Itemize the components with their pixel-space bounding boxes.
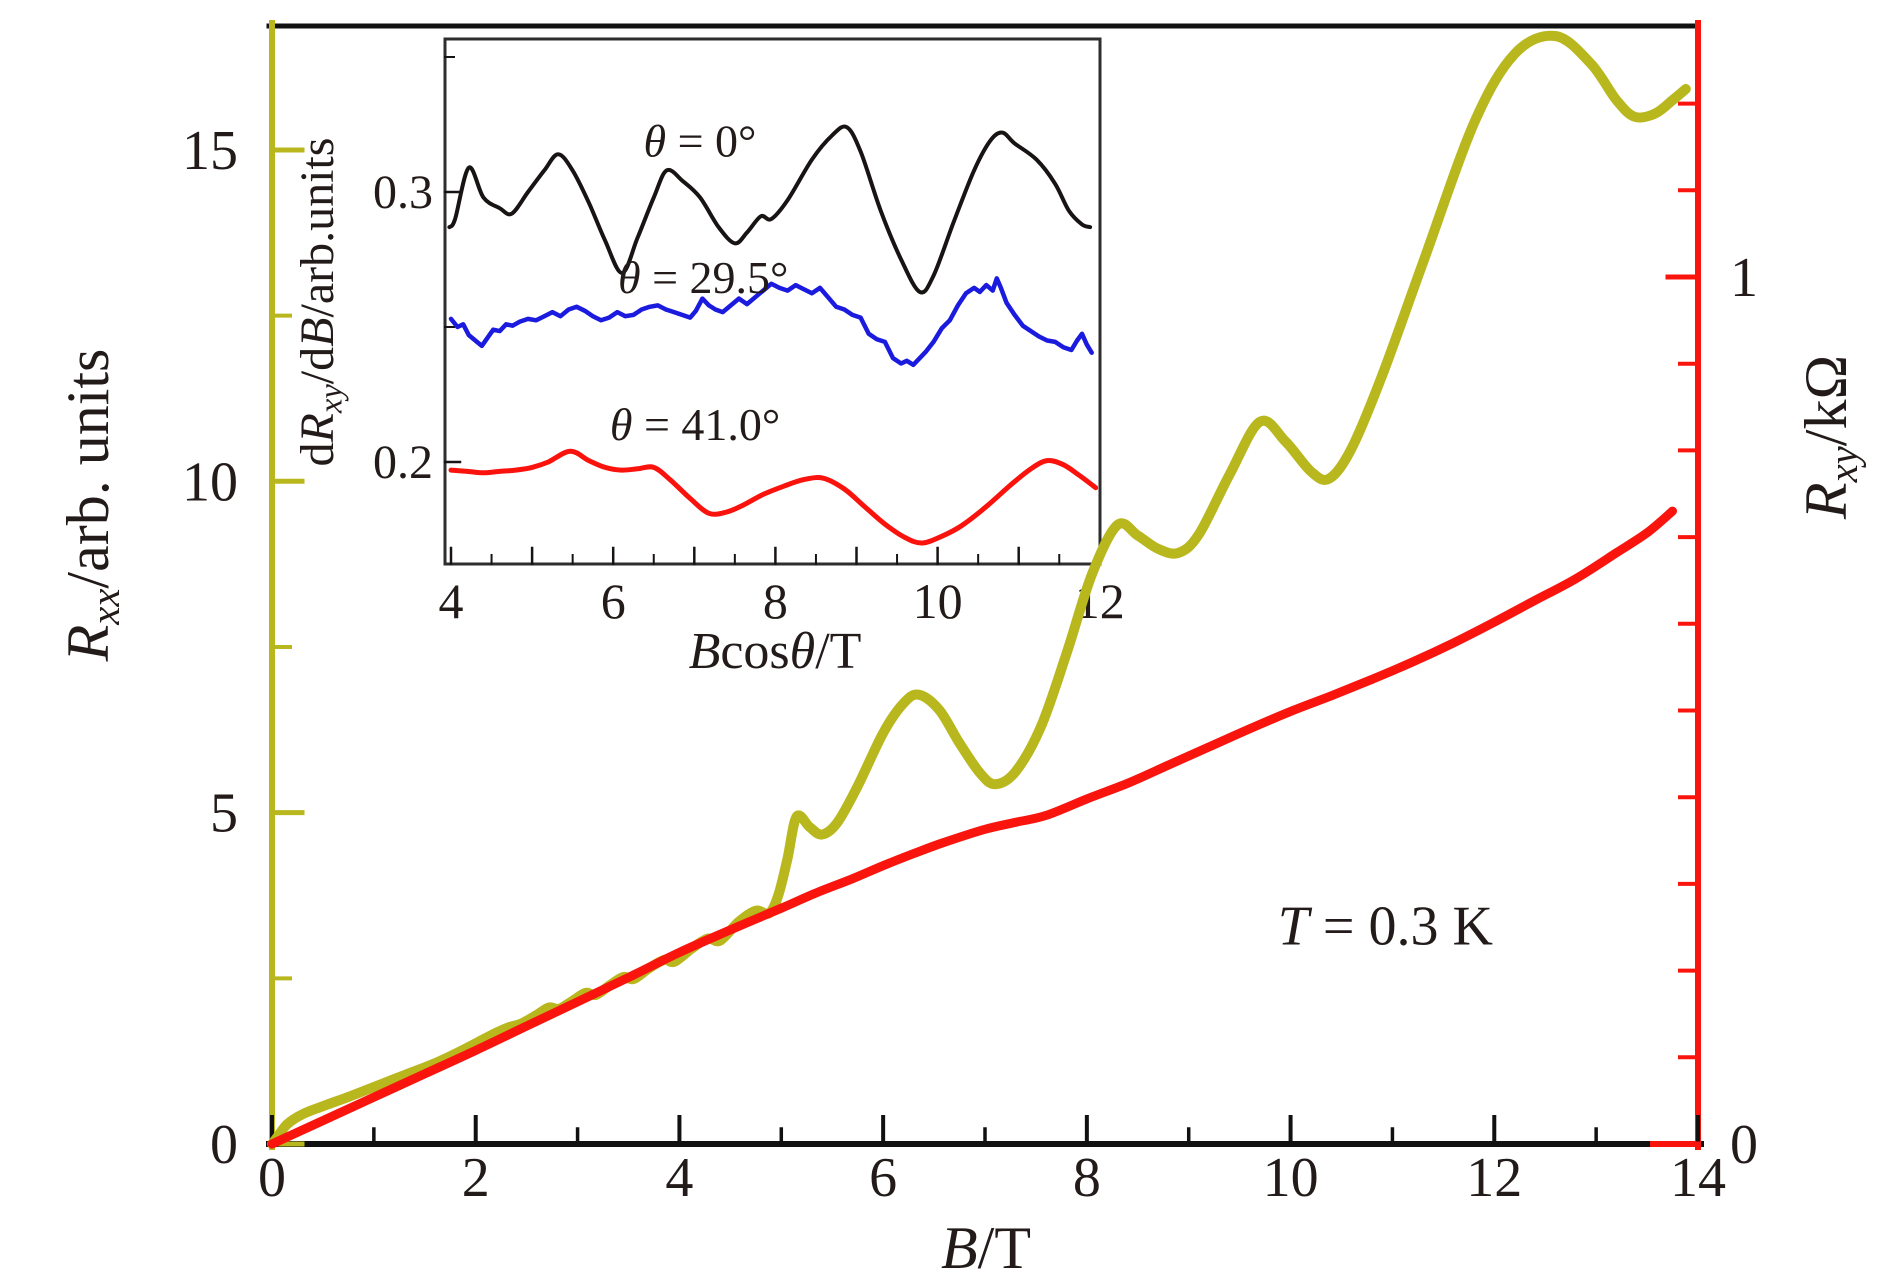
inset-curve-label-theta-29-5: θ = 29.5° [618, 252, 788, 303]
inset-x-tick-label: 4 [439, 573, 464, 629]
left-tick-label: 15 [182, 120, 238, 182]
label-segment: 6 [869, 1147, 897, 1209]
label-segment: xx [83, 589, 128, 626]
label-segment: 8 [763, 573, 788, 629]
label-segment: 4 [439, 573, 464, 629]
left-tick-label: 0 [210, 1114, 238, 1176]
inset-x-axis-title: Bcosθ/T [689, 623, 862, 680]
label-segment: 5 [210, 783, 238, 845]
label-segment: 0 [258, 1147, 286, 1209]
label-segment: xy [1821, 445, 1866, 483]
label-segment: 10 [913, 573, 963, 629]
x-tick-label: 6 [869, 1147, 897, 1209]
x-tick-label: 8 [1073, 1147, 1101, 1209]
x-tick-label: 0 [258, 1147, 286, 1209]
label-segment: 2 [462, 1147, 490, 1209]
label-segment: d [291, 442, 344, 466]
label-segment: 6 [601, 573, 626, 629]
inset-y-tick-label: 0.3 [373, 166, 433, 219]
right-tick-label: 1 [1730, 247, 1758, 309]
left-y-axis-title: Rxx/arb. units [55, 349, 128, 663]
label-segment: 10 [182, 451, 238, 513]
right-y-axis-title: Rxy/kΩ [1793, 355, 1866, 520]
inset-curve-theta-41-0 [448, 448, 1098, 546]
inset-y-axis-title: dRxy/dB/arb.units [291, 138, 350, 467]
inset-plot-box [443, 37, 1102, 566]
x-tick-label: 10 [1263, 1147, 1319, 1209]
label-segment: /T [978, 1215, 1031, 1281]
label-segment: θ [790, 623, 816, 680]
inset-x-tick-label: 6 [601, 573, 626, 629]
inset-curve-label-theta-0: θ = 0° [644, 116, 757, 167]
label-segment: 14 [1670, 1147, 1726, 1209]
label-segment: θ [618, 252, 641, 303]
label-segment: = 0.3 K [1309, 895, 1493, 957]
label-segment: 15 [182, 120, 238, 182]
x-tick-label: 4 [665, 1147, 693, 1209]
inset-x-tick-label: 8 [763, 573, 788, 629]
label-segment: 8 [1073, 1147, 1101, 1209]
label-segment: R [1793, 482, 1859, 520]
label-segment: 1 [1730, 247, 1758, 309]
label-segment: = 0° [666, 116, 756, 167]
label-segment: θ [610, 399, 633, 450]
inset-curve-label-theta-41-0: θ = 41.0° [610, 399, 780, 450]
label-segment: = 29.5° [641, 252, 789, 303]
inset-y-tick-label: 0.2 [373, 436, 433, 489]
x-axis-title: B/T [941, 1215, 1031, 1281]
label-segment: B [291, 318, 344, 347]
label-segment: B [689, 623, 721, 680]
label-segment: T [1278, 895, 1313, 957]
label-segment: /arb. units [55, 349, 121, 589]
label-segment: cos [720, 623, 789, 680]
temperature-annotation: T = 0.3 K [1278, 895, 1493, 957]
label-segment: 10 [1263, 1147, 1319, 1209]
x-tick-label: 14 [1670, 1147, 1726, 1209]
label-segment: = 41.0° [632, 399, 780, 450]
x-tick-label: 12 [1466, 1147, 1522, 1209]
inset-curve-theta-0 [447, 124, 1093, 295]
main-curve-Rxy [267, 506, 1677, 1149]
label-segment: /arb.units [291, 138, 344, 318]
label-segment: 0.2 [373, 436, 433, 489]
label-segment: 0 [210, 1114, 238, 1176]
inset-curve-theta-29-5 [448, 276, 1094, 368]
label-segment: 4 [665, 1147, 693, 1209]
inset-x-tick-label: 10 [913, 573, 963, 629]
left-tick-label: 5 [210, 783, 238, 845]
label-segment: 0.3 [373, 166, 433, 219]
x-tick-label: 2 [462, 1147, 490, 1209]
label-segment: /kΩ [1793, 355, 1859, 446]
label-segment: 0 [1730, 1114, 1758, 1176]
label-segment: R [55, 625, 121, 663]
label-segment: B [941, 1215, 978, 1281]
label-segment: θ [644, 116, 667, 167]
label-segment: 12 [1466, 1147, 1522, 1209]
label-segment: xy [314, 384, 350, 414]
label-segment: R [291, 413, 344, 443]
left-tick-label: 10 [182, 451, 238, 513]
right-tick-label: 0 [1730, 1114, 1758, 1176]
label-segment: /T [815, 623, 861, 680]
main-curve-Rxx [267, 30, 1691, 1149]
label-segment: /d [291, 347, 344, 384]
